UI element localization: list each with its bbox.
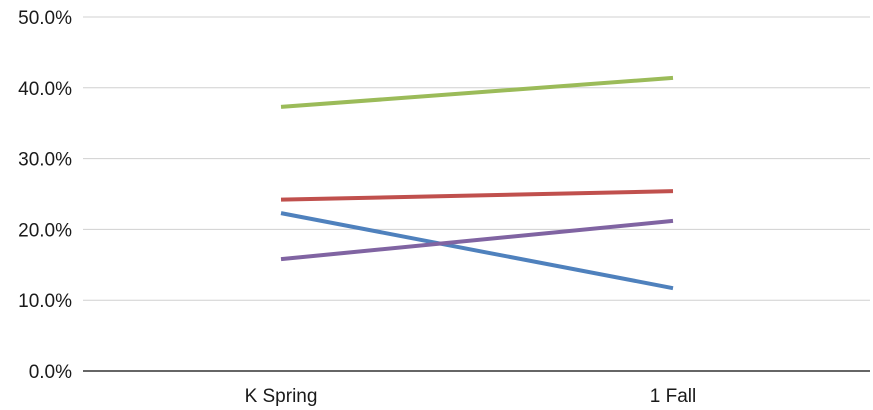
x-tick-label: K Spring	[245, 386, 318, 407]
y-tick-label: 50.0%	[18, 8, 72, 29]
y-axis-tick-labels: 0.0% 10.0% 20.0% 30.0% 40.0% 50.0%	[18, 8, 72, 383]
series-line-3	[280, 211, 674, 291]
x-axis-tick-labels: K Spring 1 Fall	[245, 386, 697, 407]
y-tick-label: 40.0%	[18, 79, 72, 100]
y-tick-label: 10.0%	[18, 291, 72, 312]
y-tick-label: 30.0%	[18, 150, 72, 171]
series-lines	[280, 75, 674, 291]
series-line-2	[280, 189, 674, 202]
x-tick-label: 1 Fall	[650, 386, 696, 407]
series-line-4	[280, 218, 674, 262]
y-tick-label: 20.0%	[18, 220, 72, 241]
y-tick-label: 0.0%	[29, 362, 72, 383]
gridlines	[83, 16, 870, 372]
series-line-1	[280, 75, 674, 109]
